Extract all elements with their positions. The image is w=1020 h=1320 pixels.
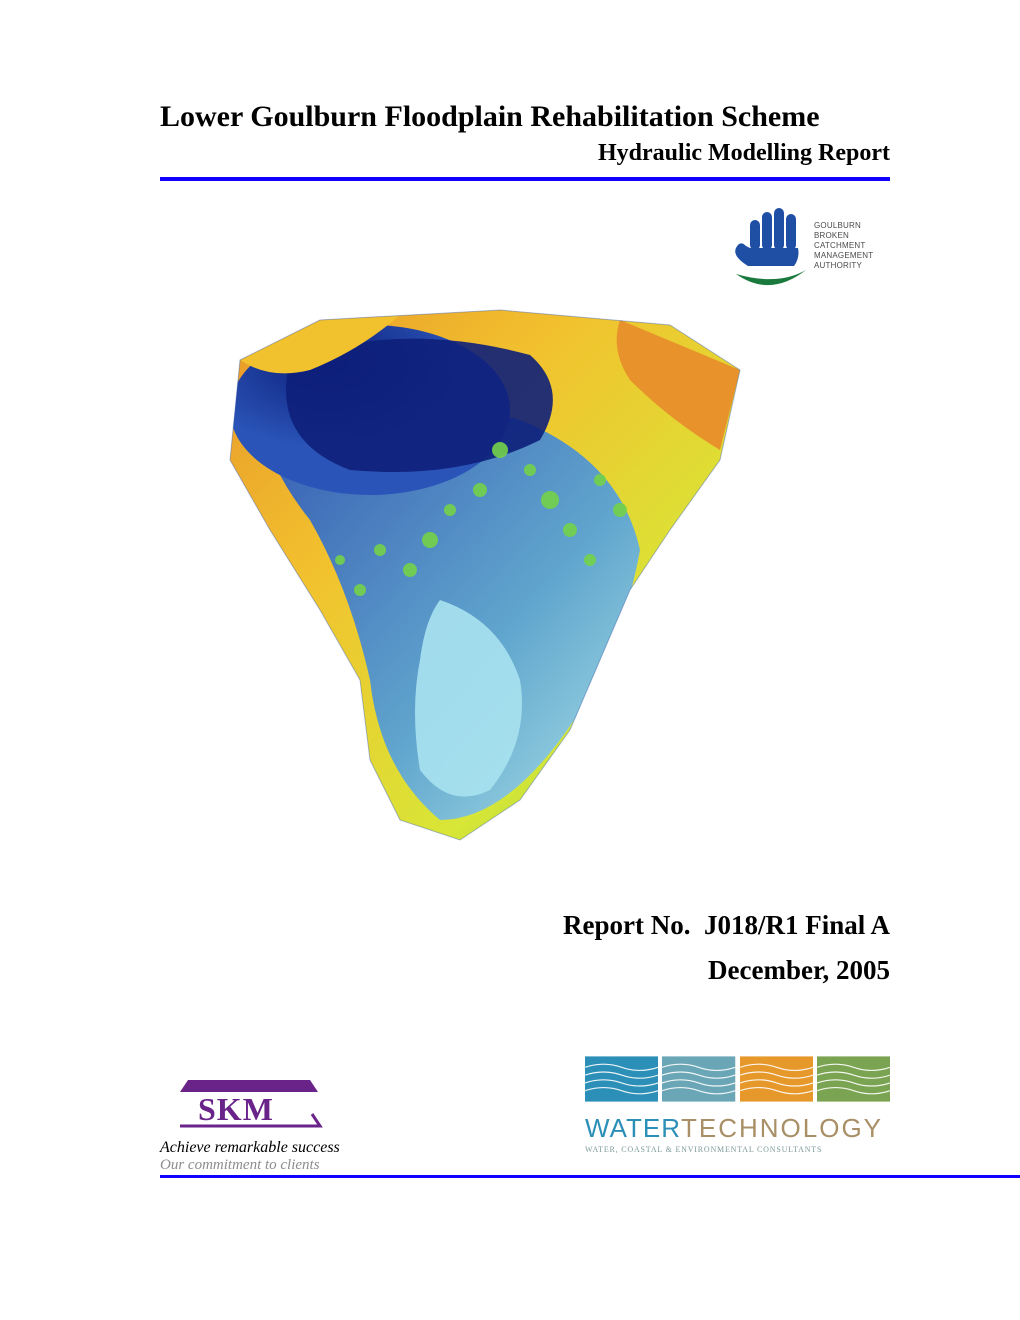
wt-word-water: WATER xyxy=(585,1113,681,1143)
gbcma-line-2: BROKEN xyxy=(814,231,849,240)
gbcma-line-3: CATCHMENT xyxy=(814,241,865,250)
wt-tiles xyxy=(585,1050,890,1108)
report-cover-page: Lower Goulburn Floodplain Rehabilitation… xyxy=(0,0,1020,1320)
report-number-line: Report No. J018/R1 Final A xyxy=(160,910,890,941)
wt-wordmark: WATERTECHNOLOGY xyxy=(585,1113,890,1144)
report-date: December, 2005 xyxy=(160,955,890,986)
gbcma-logo: GOULBURN BROKEN CATCHMENT MANAGEMENT AUT… xyxy=(710,200,880,300)
wt-subline: WATER, COASTAL & ENVIRONMENTAL CONSULTAN… xyxy=(585,1145,890,1154)
report-number-value: J018/R1 Final A xyxy=(704,910,890,940)
floodplain-elevation-map xyxy=(200,300,760,860)
wt-tile-1 xyxy=(585,1050,658,1108)
report-number-label: Report No. xyxy=(563,910,690,940)
gbcma-line-1: GOULBURN xyxy=(814,221,861,230)
wt-tile-2 xyxy=(662,1050,735,1108)
hand-icon xyxy=(735,208,798,266)
title-block: Lower Goulburn Floodplain Rehabilitation… xyxy=(160,100,890,181)
swoosh-icon xyxy=(736,270,806,285)
skm-logo: SKM Achieve remarkable success Our commi… xyxy=(160,1070,410,1160)
document-subtitle: Hydraulic Modelling Report xyxy=(160,140,890,167)
gbcma-line-4: MANAGEMENT xyxy=(814,251,873,260)
water-technology-logo: WATERTECHNOLOGY WATER, COASTAL & ENVIRON… xyxy=(585,1050,890,1160)
wt-tile-4 xyxy=(817,1050,890,1108)
wt-word-technology: TECHNOLOGY xyxy=(681,1113,883,1143)
wt-tile-3 xyxy=(740,1050,813,1108)
report-metadata: Report No. J018/R1 Final A December, 200… xyxy=(160,910,890,1000)
title-divider xyxy=(160,177,890,181)
skm-name: SKM xyxy=(198,1091,274,1127)
document-title: Lower Goulburn Floodplain Rehabilitation… xyxy=(160,100,890,134)
partner-logos-row: SKM Achieve remarkable success Our commi… xyxy=(160,1050,890,1160)
footer-divider xyxy=(160,1175,1020,1178)
gbcma-line-5: AUTHORITY xyxy=(814,261,862,270)
